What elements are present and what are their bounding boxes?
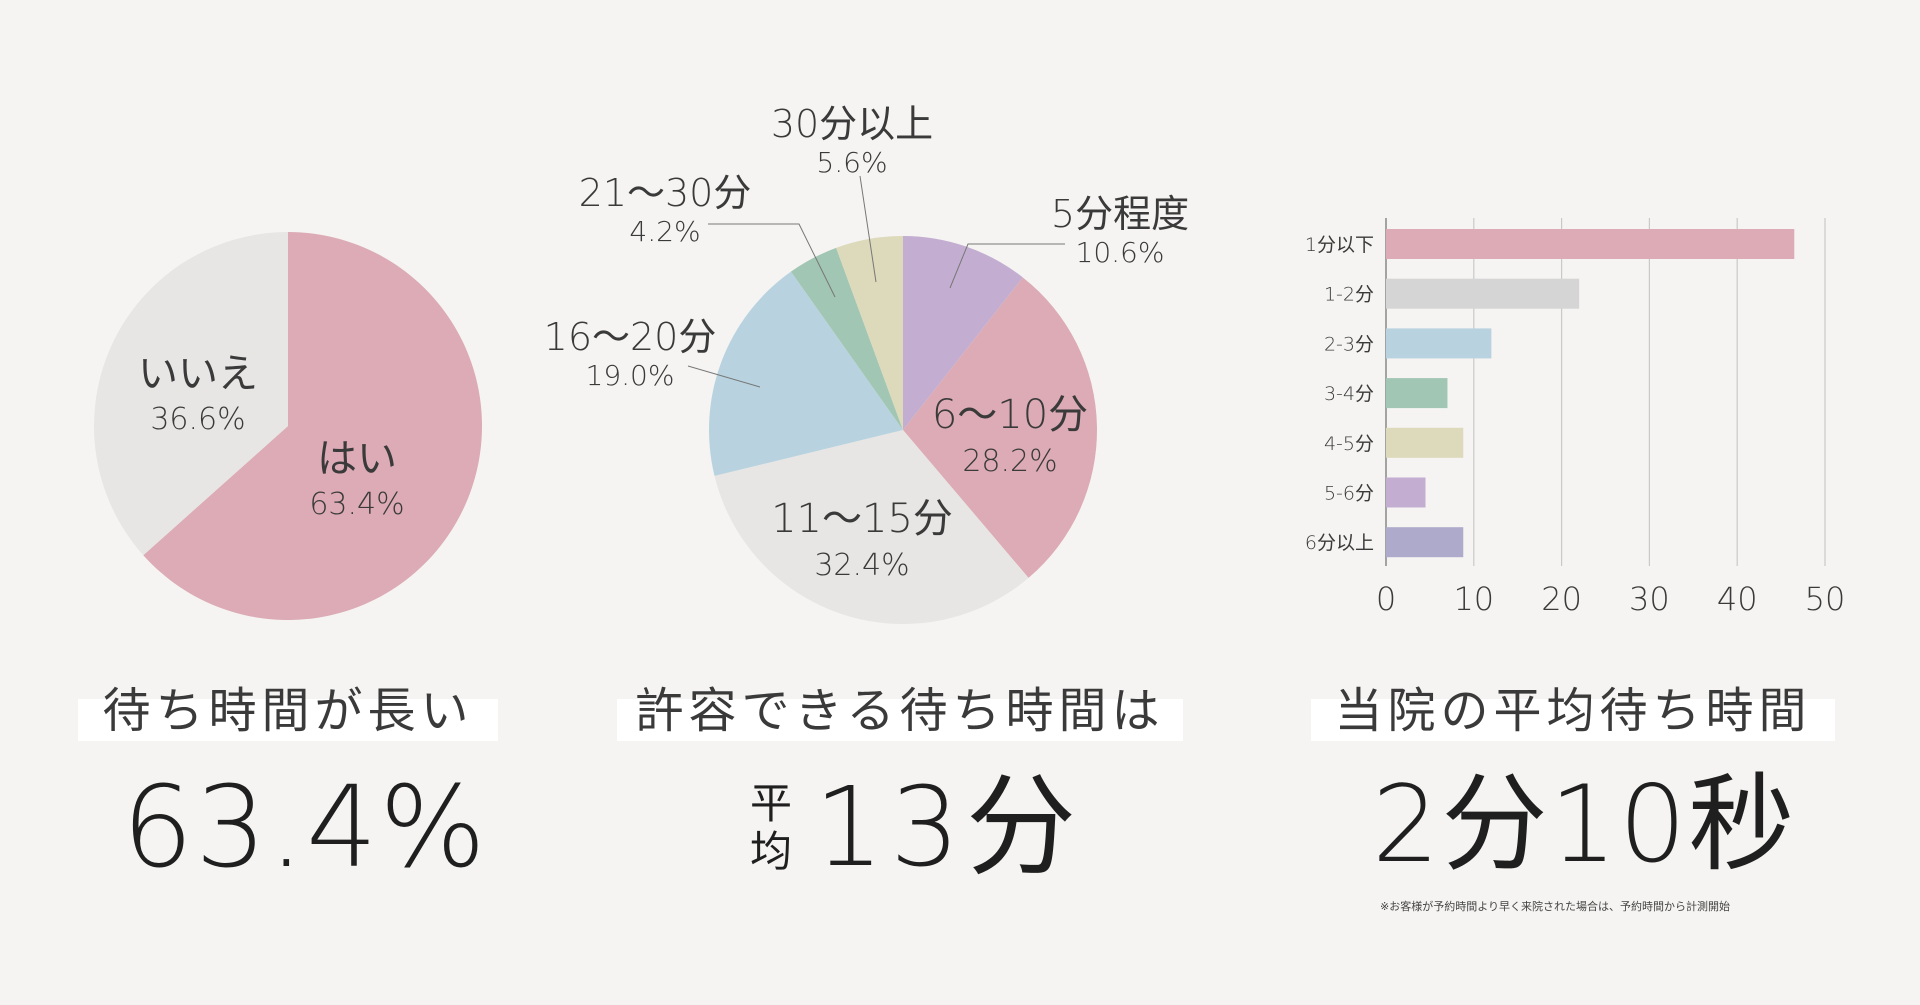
pie2-label-1: 6～10分 <box>932 392 1088 438</box>
pie2-value-5: 5.6% <box>816 146 887 179</box>
stat-average-prefix-1: 平 <box>749 779 792 828</box>
pie2-leader-4 <box>708 223 836 298</box>
pie2-value-2: 32.4% <box>814 548 909 583</box>
pie2-slice-4 <box>790 247 903 430</box>
pie2-slice-3 <box>709 271 903 476</box>
pie2-leader-5 <box>859 175 877 283</box>
pie1-slice-0 <box>143 232 483 620</box>
pie2-slice-1 <box>903 277 1097 578</box>
pie2-value-4: 4.2% <box>629 215 700 248</box>
pie2-value-1: 28.2% <box>962 444 1057 479</box>
pie1-label-0: はい <box>317 436 397 482</box>
bar-5 <box>1386 477 1426 508</box>
pie2-label-4: 21～30分 <box>579 171 752 215</box>
bar-xtick-2: 20 <box>1541 580 1582 618</box>
pie2-label-0: 5分程度 <box>1051 192 1189 236</box>
section-title-clinic-average: 当院の平均待ち時間 <box>1311 687 1835 741</box>
bar-category-label-1: 1-2分 <box>1324 284 1374 306</box>
stat-acceptable-minutes: 13分 <box>814 763 1082 891</box>
stat-clinic-average-time: 2分10秒 <box>1372 763 1797 886</box>
bar-category-label-5: 5-6分 <box>1324 483 1374 505</box>
pie2-slice-2 <box>714 430 1029 624</box>
pie2-value-3: 19.0% <box>586 359 675 392</box>
section-title-acceptable-wait: 許容できる待ち時間は <box>617 687 1183 741</box>
bar-xtick-4: 40 <box>1717 580 1758 618</box>
pie1-label-1: いいえ <box>138 351 258 397</box>
bar-xtick-1: 10 <box>1453 580 1494 618</box>
section-title-wait-long: 待ち時間が長い <box>78 687 498 741</box>
bar-category-label-4: 4-5分 <box>1324 433 1374 455</box>
bar-category-label-0: 1分以下 <box>1305 234 1374 256</box>
footnote: ※お客様が予約時間より早く来院された場合は、予約時間から計測開始 <box>1380 900 1730 913</box>
pie2-label-2: 11～15分 <box>771 496 953 542</box>
pie2-slice-0 <box>903 236 1023 430</box>
pie2-leader-0 <box>949 243 1065 289</box>
stat-wait-long-percent: 63.4% <box>122 763 488 893</box>
bar-category-label-2: 2-3分 <box>1324 333 1374 355</box>
pie1-slice-1 <box>94 232 288 556</box>
stat-average-prefix-2: 均 <box>749 827 792 876</box>
pie2-label-5: 30分以上 <box>771 102 933 146</box>
bar-2 <box>1386 328 1492 359</box>
bar-1 <box>1386 278 1580 309</box>
bar-xtick-5: 50 <box>1805 580 1846 618</box>
bar-4 <box>1386 427 1464 458</box>
bar-3 <box>1386 378 1448 409</box>
pie2-value-0: 10.6% <box>1076 236 1165 269</box>
bar-6 <box>1386 527 1464 558</box>
bar-xtick-0: 0 <box>1376 580 1396 618</box>
pie2-leader-3 <box>687 365 761 388</box>
pie1-value-1: 36.6% <box>150 402 245 437</box>
bar-0 <box>1386 229 1795 259</box>
pie2-slice-5 <box>836 236 903 430</box>
bar-category-label-3: 3-4分 <box>1324 383 1374 405</box>
bar-category-label-6: 6分以上 <box>1305 532 1374 554</box>
bar-xtick-3: 30 <box>1629 580 1670 618</box>
pie2-label-3: 16～20分 <box>544 315 717 359</box>
pie1-value-0: 63.4% <box>309 487 404 522</box>
stat-average-prefix: 平 均 <box>748 780 794 876</box>
